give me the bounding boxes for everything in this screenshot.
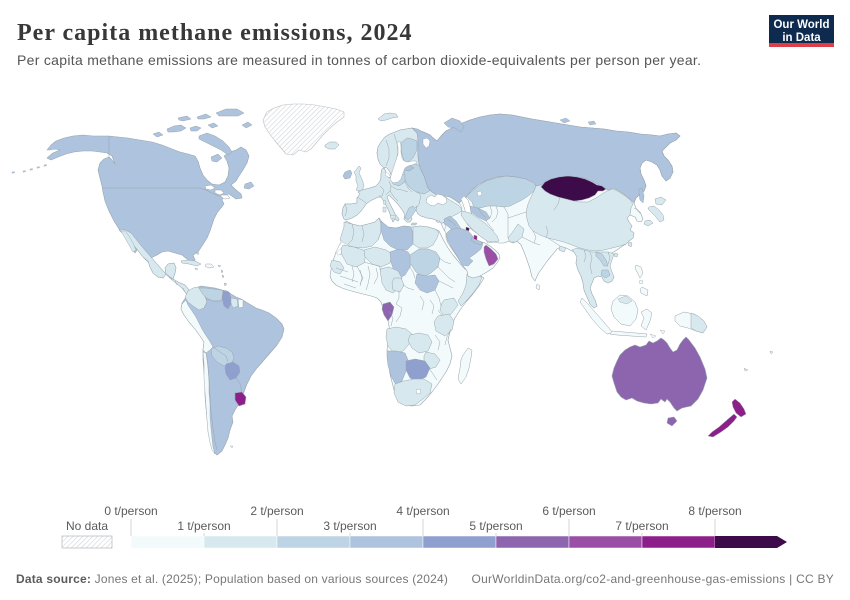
svg-text:0 t/person: 0 t/person bbox=[104, 504, 157, 518]
svg-text:2 t/person: 2 t/person bbox=[250, 504, 303, 518]
svg-text:7 t/person: 7 t/person bbox=[615, 519, 668, 533]
svg-text:6 t/person: 6 t/person bbox=[542, 504, 595, 518]
svg-text:1 t/person: 1 t/person bbox=[177, 519, 230, 533]
svg-text:3 t/person: 3 t/person bbox=[323, 519, 376, 533]
svg-text:No data: No data bbox=[66, 519, 108, 533]
svg-text:5 t/person: 5 t/person bbox=[469, 519, 522, 533]
svg-text:4 t/person: 4 t/person bbox=[396, 504, 449, 518]
svg-text:8 t/person: 8 t/person bbox=[688, 504, 741, 518]
